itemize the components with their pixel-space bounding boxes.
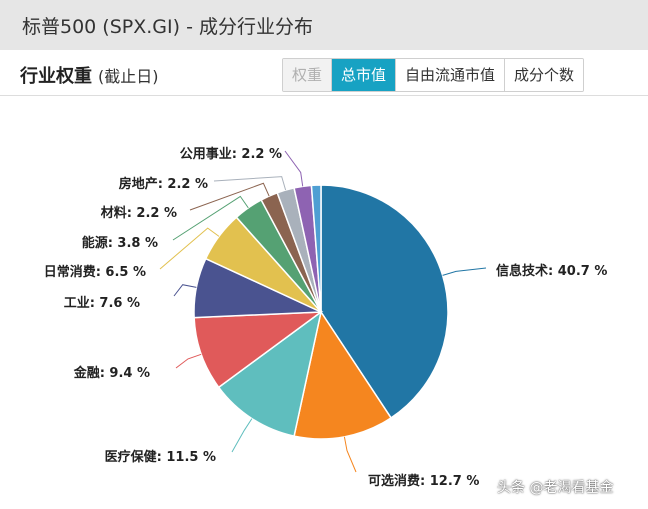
metric-tabs: 权重 总市值 自由流通市值 成分个数 bbox=[282, 58, 585, 92]
leader-line bbox=[442, 267, 487, 276]
pie-slice[interactable] bbox=[217, 310, 323, 438]
slice-label: 金融: 9.4 % bbox=[73, 365, 150, 381]
header-divider bbox=[0, 95, 648, 96]
leader-line bbox=[213, 176, 287, 191]
section-subtitle: (截止日) bbox=[98, 67, 159, 86]
section-title: 行业权重 (截止日) bbox=[20, 62, 159, 88]
slice-label: 能源: 3.8 % bbox=[82, 235, 158, 251]
slice-label: 工业: 7.6 % bbox=[64, 295, 140, 311]
leader-line bbox=[172, 195, 249, 241]
slice-label: 可选消费: 12.7 % bbox=[368, 473, 479, 489]
leader-line bbox=[173, 284, 197, 297]
tab-constituent-count[interactable]: 成分个数 bbox=[504, 59, 584, 91]
leader-line bbox=[343, 436, 357, 473]
tab-weight[interactable]: 权重 bbox=[283, 59, 332, 91]
pie-slice[interactable] bbox=[310, 184, 322, 313]
leader-line bbox=[231, 418, 253, 453]
section-title-text: 行业权重 bbox=[20, 66, 92, 87]
page-title: 标普500 (SPX.GI) - 成分行业分布 bbox=[22, 16, 313, 38]
leader-line bbox=[189, 182, 270, 211]
slice-label: 公用事业: 2.2 % bbox=[180, 146, 282, 162]
slice-label: 材料: 2.2 % bbox=[101, 205, 177, 221]
leader-line bbox=[159, 227, 220, 270]
pie-slice[interactable] bbox=[293, 310, 393, 440]
leader-line bbox=[175, 353, 202, 369]
tab-free-float-market-cap[interactable]: 自由流通市值 bbox=[395, 59, 505, 91]
slice-label: 医疗保健: 11.5 % bbox=[105, 449, 216, 465]
slice-label: 信息技术: 40.7 % bbox=[496, 263, 607, 279]
leader-line bbox=[284, 150, 304, 187]
slice-label: 日常消费: 6.5 % bbox=[44, 264, 146, 280]
tab-total-market-cap[interactable]: 总市值 bbox=[331, 59, 396, 91]
slice-label: 房地产: 2.2 % bbox=[119, 176, 208, 192]
window-header: 标普500 (SPX.GI) - 成分行业分布 bbox=[0, 0, 648, 50]
watermark: 头条 @老渴看基金 bbox=[497, 480, 614, 496]
